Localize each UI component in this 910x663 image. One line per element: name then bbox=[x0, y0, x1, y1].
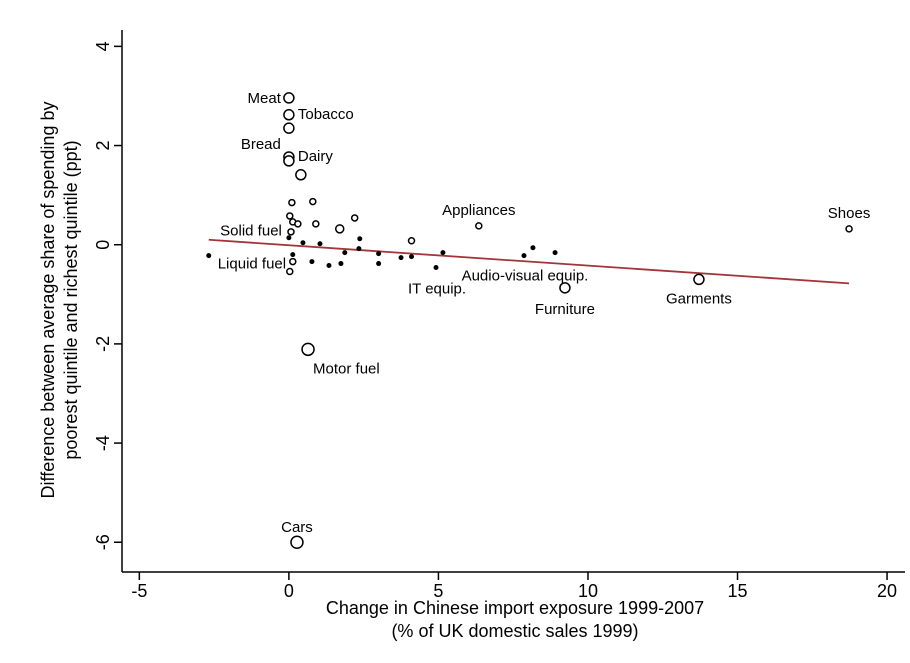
point bbox=[326, 263, 332, 269]
x-tick-label: 5 bbox=[433, 581, 443, 601]
point bbox=[398, 255, 404, 261]
point bbox=[301, 342, 315, 357]
point bbox=[376, 251, 382, 257]
point bbox=[290, 252, 296, 258]
point-label: Shoes bbox=[828, 205, 871, 222]
point bbox=[300, 240, 306, 246]
point bbox=[312, 220, 320, 228]
point-label: Liquid fuel bbox=[218, 256, 286, 273]
x-tick-label: 20 bbox=[877, 581, 897, 601]
y-axis-title: poorest quintile and richest quintile (p… bbox=[61, 140, 81, 459]
x-axis-title: Change in Chinese import exposure 1999-2… bbox=[326, 598, 704, 618]
point bbox=[283, 155, 295, 167]
point bbox=[289, 257, 297, 266]
point bbox=[356, 246, 362, 252]
point bbox=[206, 253, 212, 259]
y-axis-title: Difference between average share of spen… bbox=[38, 102, 58, 499]
x-tick-label: 15 bbox=[727, 581, 747, 601]
point bbox=[440, 250, 446, 256]
y-tick-label: -4 bbox=[93, 435, 113, 451]
point bbox=[334, 224, 345, 234]
point-label: Dairy bbox=[298, 148, 334, 165]
point bbox=[283, 92, 295, 104]
x-axis-title: (% of UK domestic sales 1999) bbox=[391, 621, 638, 641]
point bbox=[521, 253, 527, 259]
point bbox=[283, 122, 295, 134]
point bbox=[530, 245, 536, 251]
point bbox=[433, 265, 439, 271]
point bbox=[309, 197, 317, 206]
point-label: IT equip. bbox=[408, 280, 466, 297]
point bbox=[845, 225, 853, 233]
point bbox=[357, 236, 363, 242]
point bbox=[317, 241, 323, 247]
point-label: Bread bbox=[241, 136, 281, 153]
point bbox=[407, 237, 416, 245]
point-label: Motor fuel bbox=[313, 360, 380, 377]
point bbox=[286, 267, 294, 276]
point bbox=[693, 273, 705, 286]
point bbox=[309, 259, 315, 265]
point bbox=[294, 220, 302, 228]
y-tick-label: 2 bbox=[93, 141, 113, 151]
point bbox=[350, 214, 359, 222]
y-tick-label: -6 bbox=[93, 534, 113, 550]
y-tick-label: 0 bbox=[93, 240, 113, 250]
point-label: Garments bbox=[666, 290, 732, 307]
point-label: Appliances bbox=[442, 202, 515, 219]
point bbox=[475, 222, 483, 230]
y-tick-label: 4 bbox=[93, 41, 113, 51]
point bbox=[286, 235, 292, 241]
point bbox=[290, 535, 304, 549]
point-label: Furniture bbox=[535, 301, 595, 318]
point bbox=[288, 198, 296, 207]
point bbox=[409, 254, 415, 260]
point bbox=[338, 261, 344, 267]
point bbox=[287, 228, 295, 236]
point bbox=[295, 169, 307, 181]
point-label: Cars bbox=[281, 519, 313, 536]
point bbox=[552, 250, 558, 256]
point-label: Meat bbox=[248, 90, 282, 107]
y-tick-label: -2 bbox=[93, 336, 113, 352]
fit-line bbox=[208, 238, 850, 285]
point bbox=[283, 109, 295, 121]
point-label: Tobacco bbox=[298, 106, 354, 123]
point bbox=[342, 250, 348, 256]
x-tick-label: 0 bbox=[284, 581, 294, 601]
point bbox=[376, 261, 382, 267]
x-tick-label: -5 bbox=[131, 581, 147, 601]
point-label: Solid fuel bbox=[220, 223, 282, 240]
point bbox=[286, 212, 294, 220]
x-tick-label: 10 bbox=[578, 581, 598, 601]
point-label: Audio-visual equip. bbox=[462, 268, 589, 285]
point bbox=[559, 282, 571, 294]
